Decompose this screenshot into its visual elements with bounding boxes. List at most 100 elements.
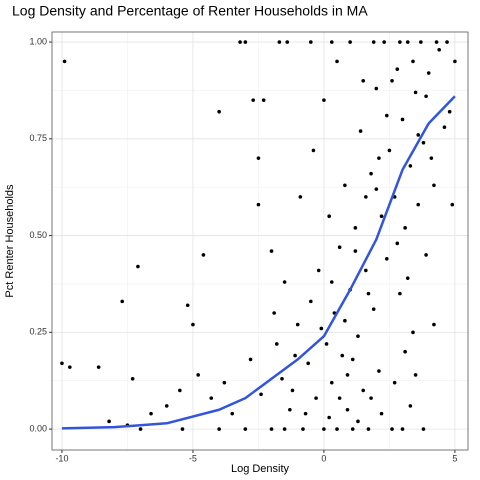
point [408,164,413,168]
point [345,373,350,377]
point [408,404,413,408]
point [395,241,400,246]
point [405,40,410,44]
point [379,411,384,416]
x-axis-label: Log Density [231,463,290,475]
point [384,257,389,261]
point [251,98,255,102]
point [413,90,418,95]
point [293,353,297,358]
point [379,214,384,219]
point [196,373,200,377]
point [374,187,379,191]
y-axis-label: Pct Renter Households [4,184,16,298]
point [356,419,360,424]
point [340,353,345,358]
point [314,396,318,400]
point [149,411,153,416]
point [243,40,248,44]
point [343,318,347,323]
point [348,40,352,44]
point [311,148,316,153]
point [343,183,347,188]
point [261,98,266,102]
point [371,307,376,311]
point [230,411,235,416]
point [282,280,287,284]
point [398,40,402,44]
point [377,156,381,160]
point [371,40,376,44]
point [303,411,308,416]
point [369,396,373,400]
point [429,156,434,160]
point [411,330,415,335]
point [413,373,418,377]
y-tick-label: 1.00 [29,36,47,46]
point [319,326,324,331]
point [329,280,334,284]
point [256,202,261,207]
point [309,40,313,44]
y-tick-label: 0.75 [29,133,47,143]
point [256,156,261,160]
point [384,113,389,118]
y-tick-label: 0.50 [29,230,47,240]
point [272,311,276,315]
point [337,396,342,400]
point [434,40,439,44]
point [68,365,72,369]
x-tick-label: -5 [189,453,197,463]
point [217,109,221,114]
point [243,427,248,431]
point [374,86,379,91]
point [350,357,355,362]
point [369,171,373,176]
y-tick-label: 0.00 [29,423,47,433]
point [421,427,426,431]
point [282,427,287,431]
point [324,342,329,346]
point [421,140,426,145]
point [350,427,355,431]
point [403,349,407,354]
point [400,117,405,122]
point [387,148,392,153]
fit-line [61,95,456,430]
point [274,342,279,346]
point [191,322,195,327]
point [403,226,407,230]
point [390,78,394,83]
point [316,268,321,273]
point [120,299,125,304]
point [107,419,111,424]
point [411,59,415,64]
point [356,334,360,339]
point [185,303,190,308]
point [398,291,402,296]
y-tick-label: 0.25 [29,327,47,337]
point [298,195,303,199]
point [358,129,363,133]
point [295,322,300,327]
point [285,40,290,44]
point [335,59,339,64]
point [432,183,436,188]
point [424,253,428,257]
point [447,109,452,114]
point [377,369,381,373]
point [138,427,143,431]
point [301,427,305,431]
point [327,214,331,219]
point [437,48,441,52]
point [335,427,339,431]
point [364,195,368,199]
point [361,78,366,83]
point [327,415,331,420]
point [419,40,423,44]
point [416,133,421,137]
point [353,249,358,253]
point [288,407,292,412]
point [164,404,169,408]
point [329,380,334,385]
